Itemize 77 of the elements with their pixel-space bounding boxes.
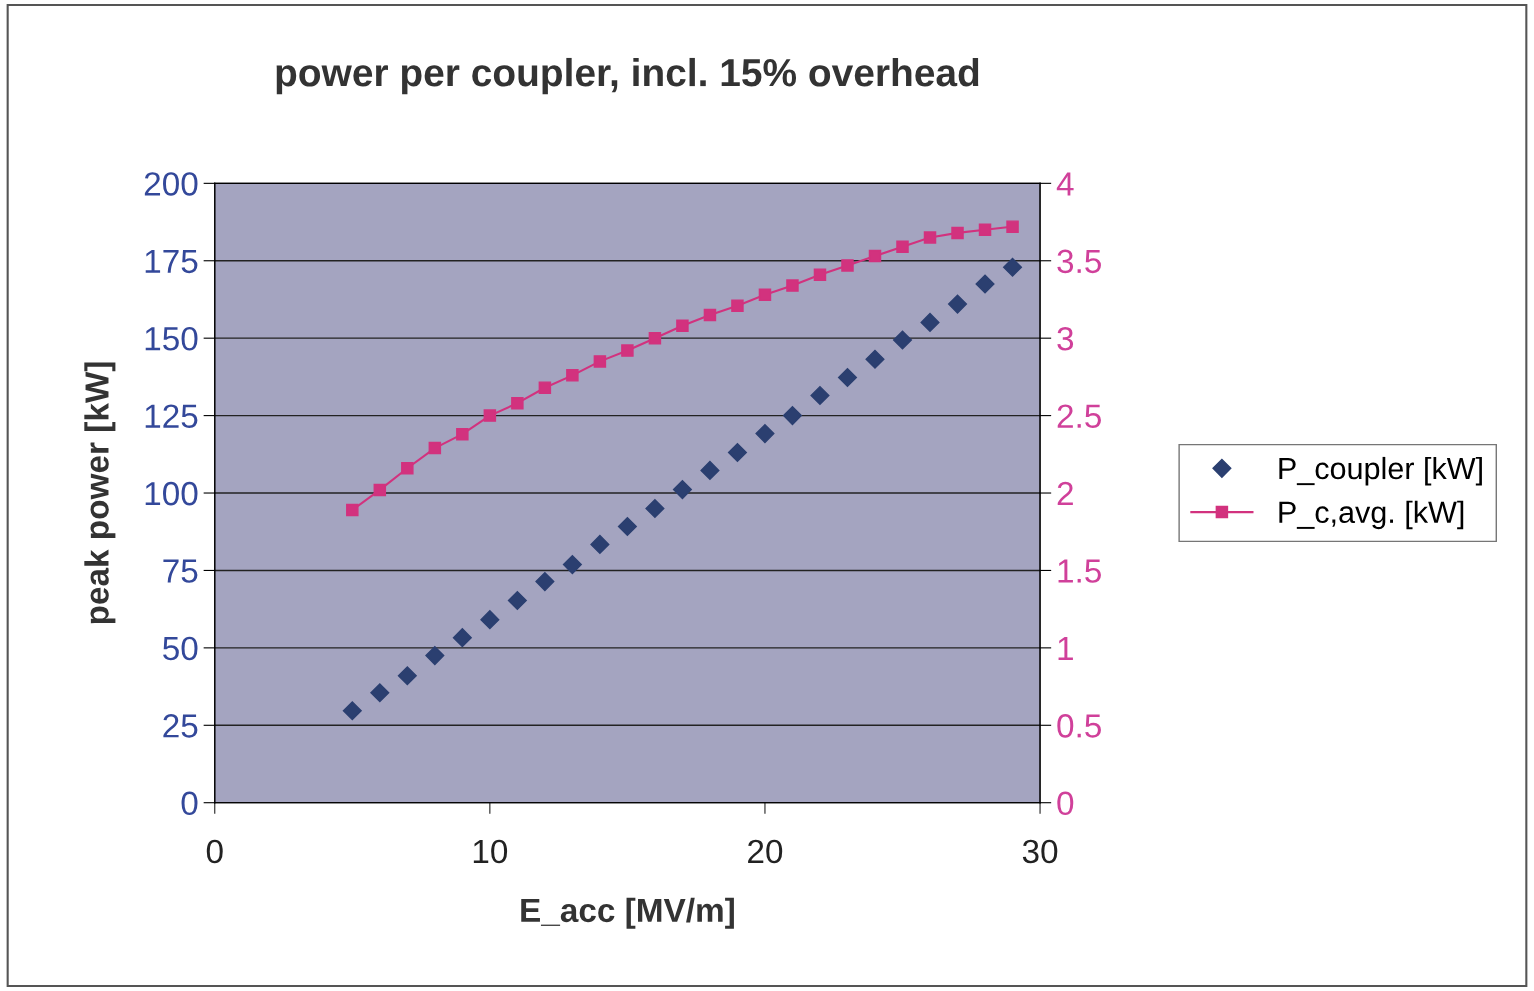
point <box>648 331 662 345</box>
point <box>373 483 387 497</box>
y-tick-label: 50 <box>163 636 198 661</box>
point <box>700 460 720 480</box>
point <box>837 367 858 388</box>
point <box>562 555 582 575</box>
point <box>346 503 359 517</box>
y2-tick-label: 1 <box>1058 637 1073 660</box>
point <box>896 240 909 254</box>
point <box>428 441 442 455</box>
y2-tick-label: 0.5 <box>1057 714 1101 738</box>
chart-title: power per coupler, incl. 15% overhead <box>276 57 979 95</box>
x-tick-label: 20 <box>748 839 783 864</box>
y-tick-label: 125 <box>145 404 198 429</box>
point <box>566 369 579 382</box>
point <box>810 385 830 406</box>
point <box>676 319 689 333</box>
point <box>975 274 995 294</box>
point <box>703 308 717 322</box>
y-tick-label: 100 <box>145 481 198 506</box>
point <box>456 427 469 441</box>
y-tick-label: 175 <box>145 249 198 274</box>
y2-tick-label: 3 <box>1057 326 1074 351</box>
point <box>397 666 417 686</box>
point <box>507 590 527 611</box>
y-tick-label: 25 <box>163 714 198 738</box>
point <box>342 701 362 721</box>
point <box>920 312 940 332</box>
point <box>755 424 775 444</box>
point <box>786 279 799 292</box>
point <box>617 516 637 537</box>
point <box>452 628 472 648</box>
y-tick-label: 200 <box>144 172 198 196</box>
point <box>841 259 854 272</box>
point <box>923 231 937 244</box>
x-tick-label: 0 <box>206 839 223 864</box>
point <box>758 288 772 302</box>
y2-tick-label: 3.5 <box>1057 249 1101 274</box>
point <box>672 480 692 500</box>
y-tick-label: 75 <box>163 559 198 583</box>
point <box>483 409 497 422</box>
point <box>593 355 607 368</box>
point <box>865 349 885 369</box>
point <box>538 381 552 394</box>
point <box>401 461 414 475</box>
x-tick-label: 30 <box>1022 839 1058 864</box>
legend-label: P_coupler [kW] <box>1279 456 1482 486</box>
point <box>370 683 390 703</box>
point <box>645 498 665 519</box>
y2-tick-label: 1.5 <box>1058 559 1101 583</box>
point <box>727 442 747 462</box>
point <box>731 299 744 312</box>
point <box>511 396 524 410</box>
point <box>782 406 802 426</box>
point <box>590 534 610 554</box>
y2-tick-label: 2.5 <box>1057 404 1101 429</box>
y2-tick-label: 2 <box>1057 481 1073 506</box>
point <box>951 226 964 240</box>
y-tick-label: 0 <box>181 791 198 816</box>
point <box>621 344 634 357</box>
y-axis-title: peak power [kW] <box>84 362 116 624</box>
y-tick-label: 150 <box>145 326 198 351</box>
point <box>535 572 555 592</box>
point <box>947 294 968 314</box>
point <box>425 646 445 666</box>
point <box>1003 257 1023 277</box>
x-tick-label: 10 <box>473 839 508 864</box>
x-axis-title: E_acc [MV/m] <box>521 897 734 929</box>
point <box>1006 220 1019 233</box>
y2-tick-label: 4 <box>1056 172 1074 196</box>
point <box>892 330 913 350</box>
point <box>480 610 500 630</box>
legend-label: P_c,avg. [kW] <box>1279 500 1464 530</box>
y2-tick-label: 0 <box>1057 791 1074 816</box>
point <box>868 249 882 263</box>
point <box>978 223 992 237</box>
point <box>813 268 827 281</box>
